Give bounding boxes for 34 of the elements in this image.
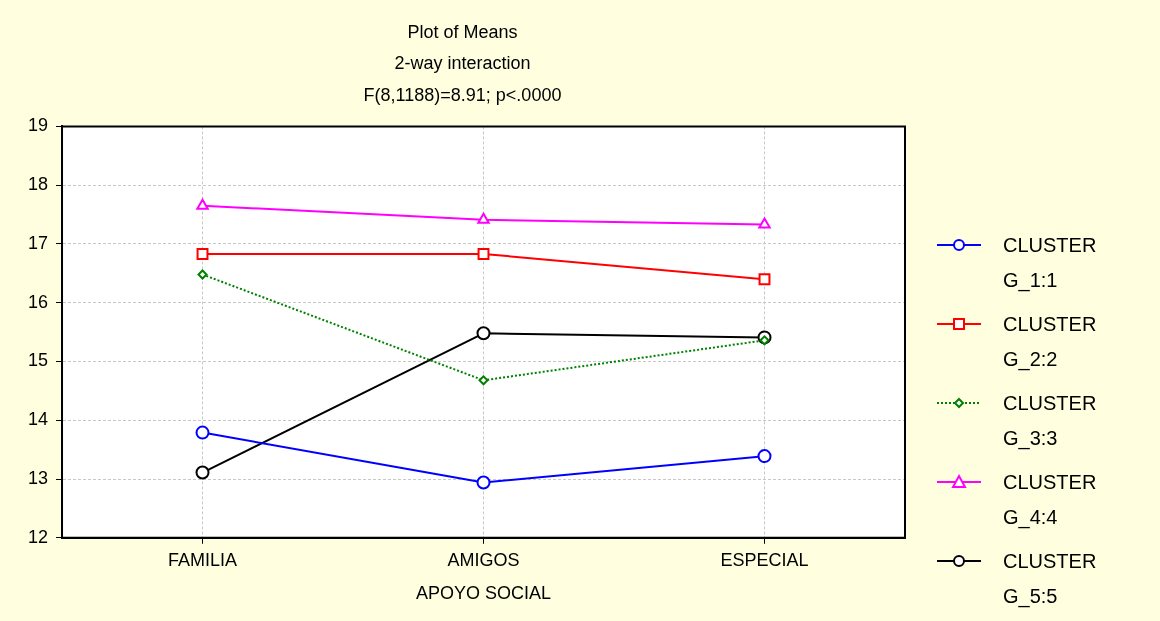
- chart-title: Plot of Means: [407, 21, 518, 42]
- x-tick-label: ESPECIAL: [720, 549, 809, 570]
- point: [758, 217, 771, 229]
- y-tick-label: 14: [27, 409, 49, 430]
- point: [478, 375, 489, 386]
- y-tick-label: 16: [27, 291, 49, 312]
- chart-subtitle: 2-way interaction: [394, 52, 531, 73]
- y-tick-label: 15: [27, 350, 49, 371]
- legend-label: CLUSTER G_3:3: [1003, 391, 1098, 452]
- x-tick-label: AMIGOS: [447, 549, 520, 570]
- y-tick-label: 18: [27, 174, 49, 195]
- legend-label: CLUSTER G_4:4: [1003, 470, 1098, 531]
- y-tick-label: 13: [27, 468, 49, 488]
- legend-label: CLUSTER G_5:5: [1003, 549, 1098, 610]
- x-axis-title: APOYO SOCIAL: [415, 583, 552, 604]
- point: [195, 465, 210, 480]
- point: [476, 475, 491, 490]
- y-tick-label: 19: [27, 115, 49, 136]
- legend-label: CLUSTER G_1:1: [1003, 233, 1098, 294]
- point: [197, 269, 208, 280]
- point: [476, 326, 491, 341]
- point: [477, 212, 490, 224]
- point: [757, 449, 772, 464]
- text: F(8,1188)=8.91; p<.0000: [363, 85, 562, 106]
- point: [758, 273, 771, 286]
- x-tick-label: FAMILIA: [168, 549, 238, 570]
- y-tick-label: 17: [27, 232, 49, 253]
- y-tick-label: 12: [27, 526, 49, 547]
- point: [195, 425, 210, 440]
- point: [196, 198, 209, 210]
- legend-label: CLUSTER G_2:2: [1003, 312, 1098, 373]
- point: [196, 247, 209, 260]
- point: [759, 335, 770, 346]
- point: [477, 247, 490, 260]
